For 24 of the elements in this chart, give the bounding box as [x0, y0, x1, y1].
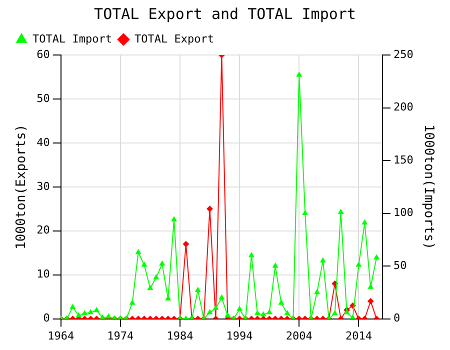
- x-tick-label: 2014: [345, 329, 372, 342]
- x-tick-label: 1994: [226, 329, 254, 342]
- y-axis-title: 1000ton(Exports): [14, 124, 30, 250]
- y2-tick-label: 150: [394, 153, 414, 166]
- y2-tick-label: 200: [394, 100, 414, 114]
- y2-tick-label: 50: [394, 258, 407, 272]
- y-tick-label: 50: [36, 92, 50, 105]
- y2-tick-label: 0: [394, 312, 400, 325]
- x-tick-label: 1964: [48, 329, 74, 342]
- legend-label: TOTAL Import: [32, 32, 112, 46]
- legend-label: TOTAL Export: [134, 32, 214, 46]
- chart-title: TOTAL Export and TOTAL Import: [94, 4, 356, 23]
- x-tick-label: 2004: [286, 329, 313, 342]
- y2-tick-label: 100: [394, 206, 414, 220]
- x-tick-label: 1974: [107, 329, 134, 342]
- y2-tick-label: 250: [394, 48, 414, 61]
- y-tick-label: 20: [36, 224, 50, 237]
- y-tick-label: 0: [43, 312, 50, 325]
- y-tick-label: 40: [36, 136, 50, 149]
- y-tick-label: 30: [36, 180, 50, 193]
- y-tick-label: 60: [36, 48, 50, 61]
- x-tick-label: 1984: [166, 329, 194, 342]
- y-tick-label: 10: [36, 268, 50, 281]
- y2-axis-title: 1000ton(Imports): [420, 124, 436, 250]
